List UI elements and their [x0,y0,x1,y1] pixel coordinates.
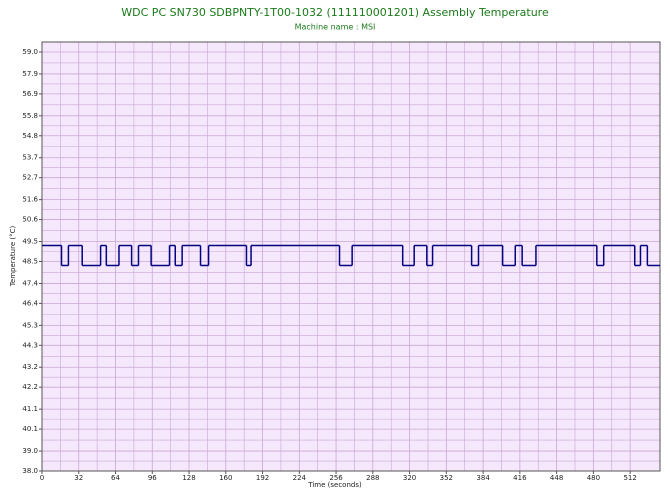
chart-title: WDC PC SN730 SDBPNTY-1T00-1032 (11111000… [121,6,549,19]
plot-border [41,41,661,472]
x-tick-label: 96 [148,474,157,482]
y-tick-label: 48.5 [22,257,38,265]
y-tick-label: 46.4 [22,299,38,307]
plot-area [41,41,661,472]
chart-subtitle: Machine name : MSI [295,23,376,32]
x-tick-label: 224 [293,474,307,482]
y-tick-label: 44.3 [22,341,38,349]
y-tick-label: 51.6 [22,196,38,204]
x-tick-label: 384 [476,474,490,482]
y-tick-label: 45.3 [22,321,38,329]
y-tick-label: 38.0 [22,467,38,475]
x-tick-label: 416 [513,474,527,482]
x-tick-label: 320 [403,474,416,482]
y-tick-label: 39.0 [22,447,38,455]
x-tick-label: 256 [329,474,343,482]
y-tick-label: 50.6 [22,216,38,224]
x-axis-label: Time (seconds) [307,481,362,489]
y-tick-label: 42.2 [22,383,38,391]
x-tick-label: 64 [111,474,120,482]
x-tick-label: 192 [256,474,269,482]
x-tick-label: 512 [623,474,636,482]
x-tick-label: 160 [219,474,232,482]
y-tick-label: 56.9 [22,90,38,98]
x-tick-label: 480 [587,474,600,482]
y-tick-label: 47.4 [22,279,38,287]
y-tick-label: 59.0 [22,48,38,56]
y-tick-label: 43.2 [22,363,38,371]
y-axis-label: Temperature (°C) [9,226,17,288]
x-tick-label: 0 [40,474,44,482]
y-tick-label: 53.7 [22,154,38,162]
y-tick-label: 55.8 [22,112,38,120]
y-tick-label: 40.1 [22,425,38,433]
x-tick-label: 352 [440,474,453,482]
y-tick-label: 57.9 [22,70,38,78]
y-tick-label: 41.1 [22,405,38,413]
y-tick-label: 52.7 [22,174,38,182]
y-tick-label: 49.5 [22,238,38,246]
x-tick-label: 128 [182,474,195,482]
x-tick-label: 448 [550,474,563,482]
x-tick-label: 288 [366,474,379,482]
x-tick-label: 32 [74,474,83,482]
y-tick-label: 54.8 [22,132,38,140]
